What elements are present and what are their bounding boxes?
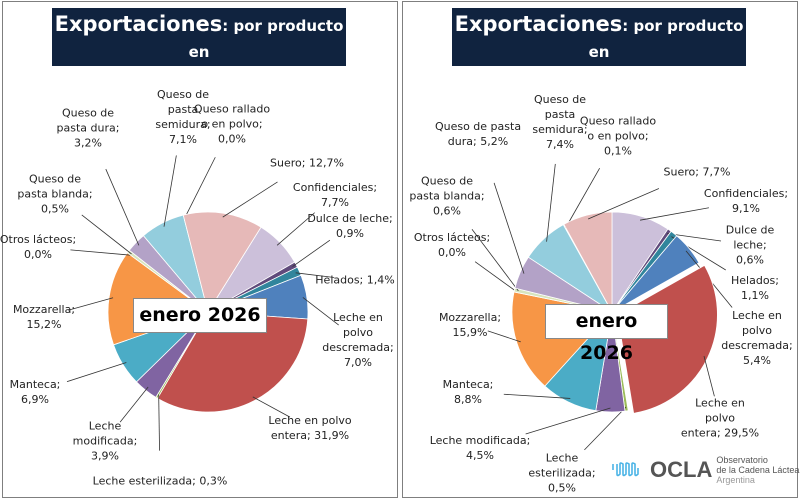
pie-slice xyxy=(611,235,700,313)
data-label: Confidenciales; 9,1% xyxy=(703,187,789,215)
leader-line xyxy=(81,214,132,255)
pie-slice xyxy=(563,211,613,313)
leader-line xyxy=(703,355,715,397)
data-label: Dulce de leche; 0,6% xyxy=(725,223,775,267)
title-main: Exportaciones xyxy=(54,12,223,36)
data-label: Otros lácteos; 0,0% xyxy=(413,231,491,259)
leader-line xyxy=(66,362,127,383)
data-label: Leche en polvo descremada; 5,4% xyxy=(721,309,793,367)
data-label: Helados; 1,1% xyxy=(731,274,779,302)
leader-line xyxy=(68,297,114,311)
data-label: Mozzarella; 15,2% xyxy=(12,303,76,331)
data-label: Suero; 7,7% xyxy=(663,165,731,179)
logo-line1: Observatorio xyxy=(716,455,768,465)
data-label: Leche en polvo descremada; 7,0% xyxy=(322,311,394,369)
data-label: Leche esterilizada; 0,3% xyxy=(92,474,228,488)
leader-line xyxy=(70,249,131,256)
pie-slice xyxy=(182,211,262,314)
leader-line xyxy=(503,393,571,399)
leader-line xyxy=(639,207,709,221)
data-label: Queso de pasta blanda; 0,6% xyxy=(409,174,485,218)
title-main: Exportaciones xyxy=(454,12,623,36)
data-label: Leche modificada; 3,9% xyxy=(72,419,138,463)
period-label-usd: enero 2026 xyxy=(545,304,668,364)
data-label: Leche modificada; 4,5% xyxy=(429,434,531,462)
logo-line2: de la Cadena Láctea xyxy=(716,465,800,475)
leader-line xyxy=(487,330,521,343)
title-sub2: dolares xyxy=(567,69,631,87)
title-sub: : por producto en xyxy=(188,17,344,61)
ocla-logo: OCLA Observatorio de la Cadena Láctea Arge… xyxy=(612,455,799,485)
leader-line xyxy=(493,182,525,274)
pie-slice xyxy=(616,264,718,414)
data-label: Queso de pasta semidura; 7,1% xyxy=(155,88,211,146)
data-label: Leche en polvo entera; 31,9% xyxy=(268,414,352,442)
leader-line xyxy=(276,212,315,246)
data-label: Suero; 12,7% xyxy=(270,156,344,170)
data-label: Queso de pasta semidura; 7,4% xyxy=(532,93,588,151)
leader-line xyxy=(295,272,335,278)
leader-line xyxy=(525,407,611,435)
leader-line xyxy=(546,163,556,242)
leader-line xyxy=(584,406,627,451)
chart-title-usd: Exportaciones: por producto en dolares xyxy=(452,8,746,87)
pie-slice xyxy=(156,311,309,413)
data-label: Queso de pasta blanda; 0,5% xyxy=(17,172,93,216)
leader-line xyxy=(183,157,216,220)
leader-line xyxy=(119,386,149,423)
data-label: Mozzarella; 15,9% xyxy=(438,311,502,339)
data-label: Dulce de leche; 0,9% xyxy=(307,212,393,240)
title-sub2: toneladas xyxy=(157,69,241,87)
data-label: Helados; 1,4% xyxy=(315,273,395,287)
data-label: Confidenciales; 7,7% xyxy=(292,181,378,209)
leader-line xyxy=(588,188,660,220)
chart-title-tons: Exportaciones: por producto en toneladas xyxy=(52,8,346,87)
leader-line xyxy=(474,261,519,294)
data-label: Leche esterilizada; 0,5% xyxy=(528,451,596,495)
leader-line xyxy=(667,233,722,242)
title-sub: : por producto en xyxy=(588,17,744,61)
leader-line xyxy=(565,167,600,229)
data-label: Queso rallado o en polvo; 0,0% xyxy=(193,102,271,146)
period-label-tons: enero 2026 xyxy=(133,298,267,333)
wave-icon xyxy=(612,462,639,477)
leader-line xyxy=(471,228,519,292)
data-label: Leche en polvo entera; 29,5% xyxy=(680,396,760,440)
data-label: Queso de pasta dura; 5,2% xyxy=(434,120,522,148)
data-label: Manteca; 6,9% xyxy=(9,378,61,406)
data-label: Queso rallado o en polvo; 0,1% xyxy=(579,114,657,158)
data-label: Otros lácteos; 0,0% xyxy=(0,233,77,261)
leader-line xyxy=(163,155,177,227)
leader-line xyxy=(292,239,331,267)
leader-line xyxy=(252,396,291,418)
logo-name: OCLA xyxy=(650,457,713,482)
leader-line xyxy=(105,168,140,246)
leader-line xyxy=(302,297,339,326)
data-label: Queso de pasta dura; 3,2% xyxy=(56,106,120,150)
data-label: Manteca; 8,8% xyxy=(442,378,494,406)
leader-line xyxy=(158,394,160,451)
logo-line3: Argentina xyxy=(716,475,755,485)
leader-line xyxy=(222,181,278,218)
